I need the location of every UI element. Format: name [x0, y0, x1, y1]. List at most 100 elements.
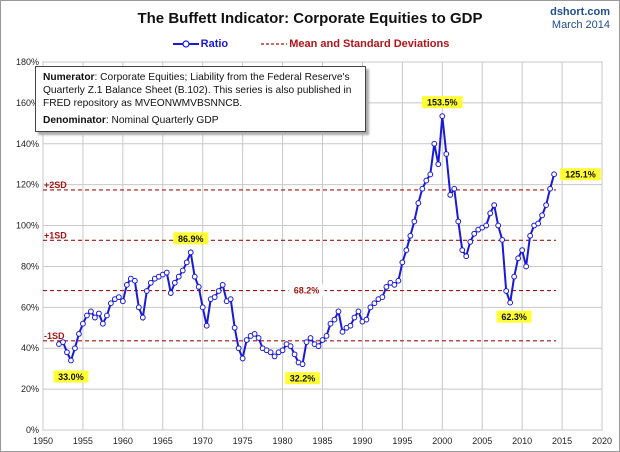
- ratio-point: [423, 177, 430, 184]
- annotation-box: [285, 372, 321, 385]
- ratio-point: [175, 273, 182, 280]
- x-tick-label: 1985: [312, 436, 332, 446]
- ratio-point: [119, 298, 126, 305]
- ratio-point: [167, 290, 174, 296]
- chart-legend: Ratio Mean and Standard Deviations: [0, 38, 620, 52]
- ratio-point: [231, 324, 238, 331]
- ratio-point: [519, 247, 526, 253]
- legend-mean-label: Mean and Standard Deviations: [289, 38, 450, 50]
- legend-ratio-label: Ratio: [200, 38, 229, 50]
- y-tick-label: 140%: [16, 139, 39, 149]
- ratio-point: [339, 328, 346, 335]
- annotations: 33.0% 86.9% 32.2% 153.5% 62.3% 125.1%: [53, 96, 601, 385]
- brand-name: dshort.com: [550, 6, 610, 18]
- ratio-point: [143, 288, 150, 294]
- x-tick-label: 1995: [392, 436, 412, 446]
- ratio-point: [187, 249, 194, 256]
- ratio-point: [427, 171, 434, 178]
- ratio-point: [203, 322, 210, 329]
- ratio-point: [68, 357, 74, 364]
- ratio-point: [171, 279, 178, 286]
- ratio-point: [355, 308, 362, 315]
- ratio-point: [315, 343, 322, 350]
- ratio-point: [323, 333, 330, 339]
- ratio-point: [64, 349, 70, 356]
- numerator-label: Numerator: [43, 72, 95, 83]
- ratio-point: [383, 283, 390, 290]
- ratio-point: [319, 337, 326, 343]
- ratio-point: [96, 310, 102, 317]
- ratio-point: [435, 161, 442, 168]
- ratio-point: [463, 253, 470, 260]
- denominator-label: Denominator: [43, 115, 106, 126]
- ratio-point: [451, 185, 458, 192]
- annotation-box: [496, 310, 532, 323]
- ratio-point: [215, 288, 222, 294]
- annotation-label: 153.5%: [427, 98, 458, 108]
- ratio-point: [291, 351, 298, 358]
- ratio-point: [511, 273, 518, 280]
- ratio-point: [327, 320, 334, 327]
- reference-label: +1SD: [44, 230, 67, 240]
- ratio-point: [199, 304, 206, 311]
- ratio-point: [551, 171, 557, 178]
- reference-label: 68.2%: [294, 286, 320, 296]
- legend-item-ratio: Ratio: [171, 38, 229, 50]
- series-layer: [56, 113, 557, 368]
- ratio-point: [92, 314, 98, 321]
- ratio-point: [84, 312, 90, 319]
- y-tick-label: 100%: [16, 221, 39, 231]
- ratio-point: [131, 277, 138, 284]
- ratio-point: [515, 255, 522, 262]
- reference-label: +2SD: [44, 180, 67, 190]
- ratio-point: [351, 314, 358, 321]
- ratio-point: [191, 273, 198, 280]
- ratio-point: [60, 339, 66, 345]
- denominator-text: : Nominal Quarterly GDP: [105, 115, 219, 126]
- x-tick-label: 2005: [472, 436, 492, 446]
- x-tick-label: 1955: [73, 436, 93, 446]
- y-tick-label: 0%: [26, 425, 39, 435]
- ratio-point: [107, 300, 114, 307]
- ratio-point: [227, 296, 234, 303]
- ratio-point: [403, 247, 410, 253]
- x-tick-label: 2010: [512, 436, 532, 446]
- y-tick-label: 180%: [16, 57, 39, 67]
- x-tick-label: 1980: [273, 436, 293, 446]
- ratio-point: [195, 283, 202, 290]
- ratio-point: [251, 331, 258, 337]
- ratio-point: [123, 281, 130, 288]
- ratio-point: [395, 277, 402, 284]
- annotation-box: [421, 96, 463, 109]
- brand-date: March 2014: [551, 19, 610, 31]
- y-tick-label: 20%: [21, 384, 39, 394]
- x-tick-label: 1990: [352, 436, 372, 446]
- x-tick-label: 2020: [592, 436, 612, 446]
- ratio-point: [447, 191, 454, 198]
- ratio-point: [72, 345, 78, 352]
- ratio-point: [271, 353, 278, 360]
- ratio-point: [239, 355, 246, 362]
- brand-block: dshort.com March 2014: [550, 6, 610, 32]
- ratio-point: [135, 304, 142, 311]
- ratio-point: [407, 232, 414, 239]
- ratio-point: [267, 349, 274, 356]
- ratio-point: [331, 316, 338, 323]
- ratio-point: [80, 320, 86, 327]
- ratio-point: [255, 335, 262, 341]
- ratio-point: [347, 322, 354, 329]
- ratio-point: [379, 294, 386, 301]
- x-tick-label: 2000: [432, 436, 452, 446]
- ratio-point: [503, 288, 510, 294]
- annotation-label: 32.2%: [290, 374, 316, 384]
- axis-layer: 0% 20% 40% 60% 80% 100% 120% 140% 160% 180% 1950 19…: [16, 57, 612, 446]
- ratio-point: [507, 299, 514, 306]
- ratio-point: [219, 281, 226, 288]
- reference-label: -1SD: [44, 331, 65, 341]
- ratio-point: [279, 347, 286, 354]
- notes-box: Numerator: Corporate Equities; Liability…: [35, 66, 366, 132]
- y-tick-label: 60%: [21, 302, 39, 312]
- ratio-point: [491, 202, 498, 209]
- ratio-point: [547, 185, 553, 192]
- legend-item-mean: Mean and Standard Deviations: [259, 38, 449, 50]
